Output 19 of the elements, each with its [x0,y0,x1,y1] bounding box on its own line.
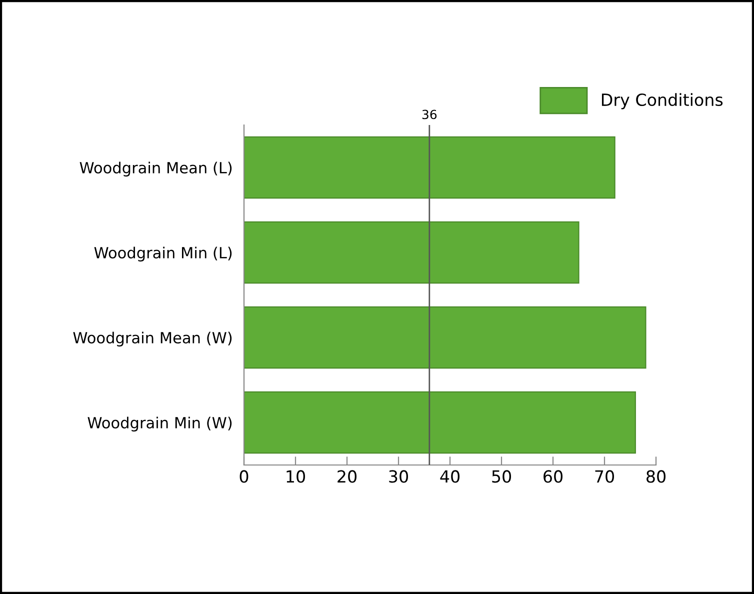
x-tick-label: 50 [492,470,511,483]
bar [244,221,580,284]
x-tick-label: 80 [646,470,666,483]
legend-label: Dry Conditions [602,93,723,110]
x-tick-label: 70 [595,470,614,483]
bar [244,306,646,369]
y-tick-label: Woodgrain Min (L) [94,246,232,262]
y-tick-label: Woodgrain Mean (W) [73,332,232,346]
ref-line-label: 36 [422,110,437,120]
x-tick-label: 30 [389,470,408,483]
x-tick-label: 40 [440,470,460,483]
y-tick-label: Woodgrain Mean (L) [80,162,232,176]
bar [244,391,636,454]
y-tick-label: Woodgrain Min (W) [88,416,232,432]
x-tick-label: 20 [338,470,356,483]
x-tick-label: 10 [286,470,305,483]
x-tick-label: 60 [544,470,562,483]
x-tick-label: 0 [240,470,248,483]
bar [244,136,616,199]
